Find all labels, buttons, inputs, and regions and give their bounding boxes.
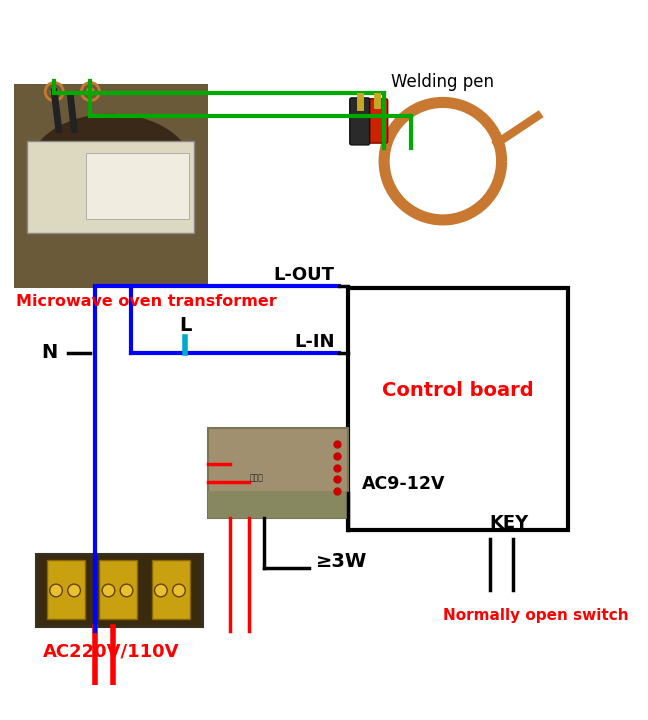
Ellipse shape (28, 114, 193, 225)
Text: AC220V/110V: AC220V/110V (43, 643, 179, 661)
Circle shape (86, 87, 95, 96)
Text: Microwave oven transformer: Microwave oven transformer (16, 294, 277, 309)
Text: L: L (179, 316, 191, 335)
Circle shape (102, 584, 115, 597)
Bar (208, 428, 348, 518)
Bar (27, 141, 194, 233)
Bar (36, 554, 203, 626)
Bar (99, 559, 137, 619)
Text: Normally open switch: Normally open switch (443, 608, 629, 624)
Bar (86, 153, 189, 219)
Text: 变压器: 变压器 (250, 473, 264, 482)
FancyBboxPatch shape (350, 98, 369, 145)
Ellipse shape (67, 141, 154, 198)
Text: AC9-12V: AC9-12V (362, 474, 445, 492)
Bar (348, 288, 568, 530)
Circle shape (154, 584, 167, 597)
Bar (47, 559, 85, 619)
FancyBboxPatch shape (366, 99, 388, 143)
Text: N: N (41, 343, 58, 362)
Circle shape (68, 584, 80, 597)
Text: KEY: KEY (489, 513, 529, 531)
Circle shape (120, 584, 133, 597)
Bar (208, 491, 348, 518)
Bar (152, 559, 190, 619)
Circle shape (172, 584, 185, 597)
Text: L-IN: L-IN (294, 333, 334, 351)
Bar (14, 84, 208, 288)
Circle shape (50, 87, 59, 96)
Text: Welding pen: Welding pen (391, 73, 494, 91)
Text: ≥3W: ≥3W (316, 552, 367, 571)
Circle shape (50, 584, 62, 597)
Text: L-OUT: L-OUT (273, 266, 334, 284)
Text: Control board: Control board (382, 381, 533, 400)
